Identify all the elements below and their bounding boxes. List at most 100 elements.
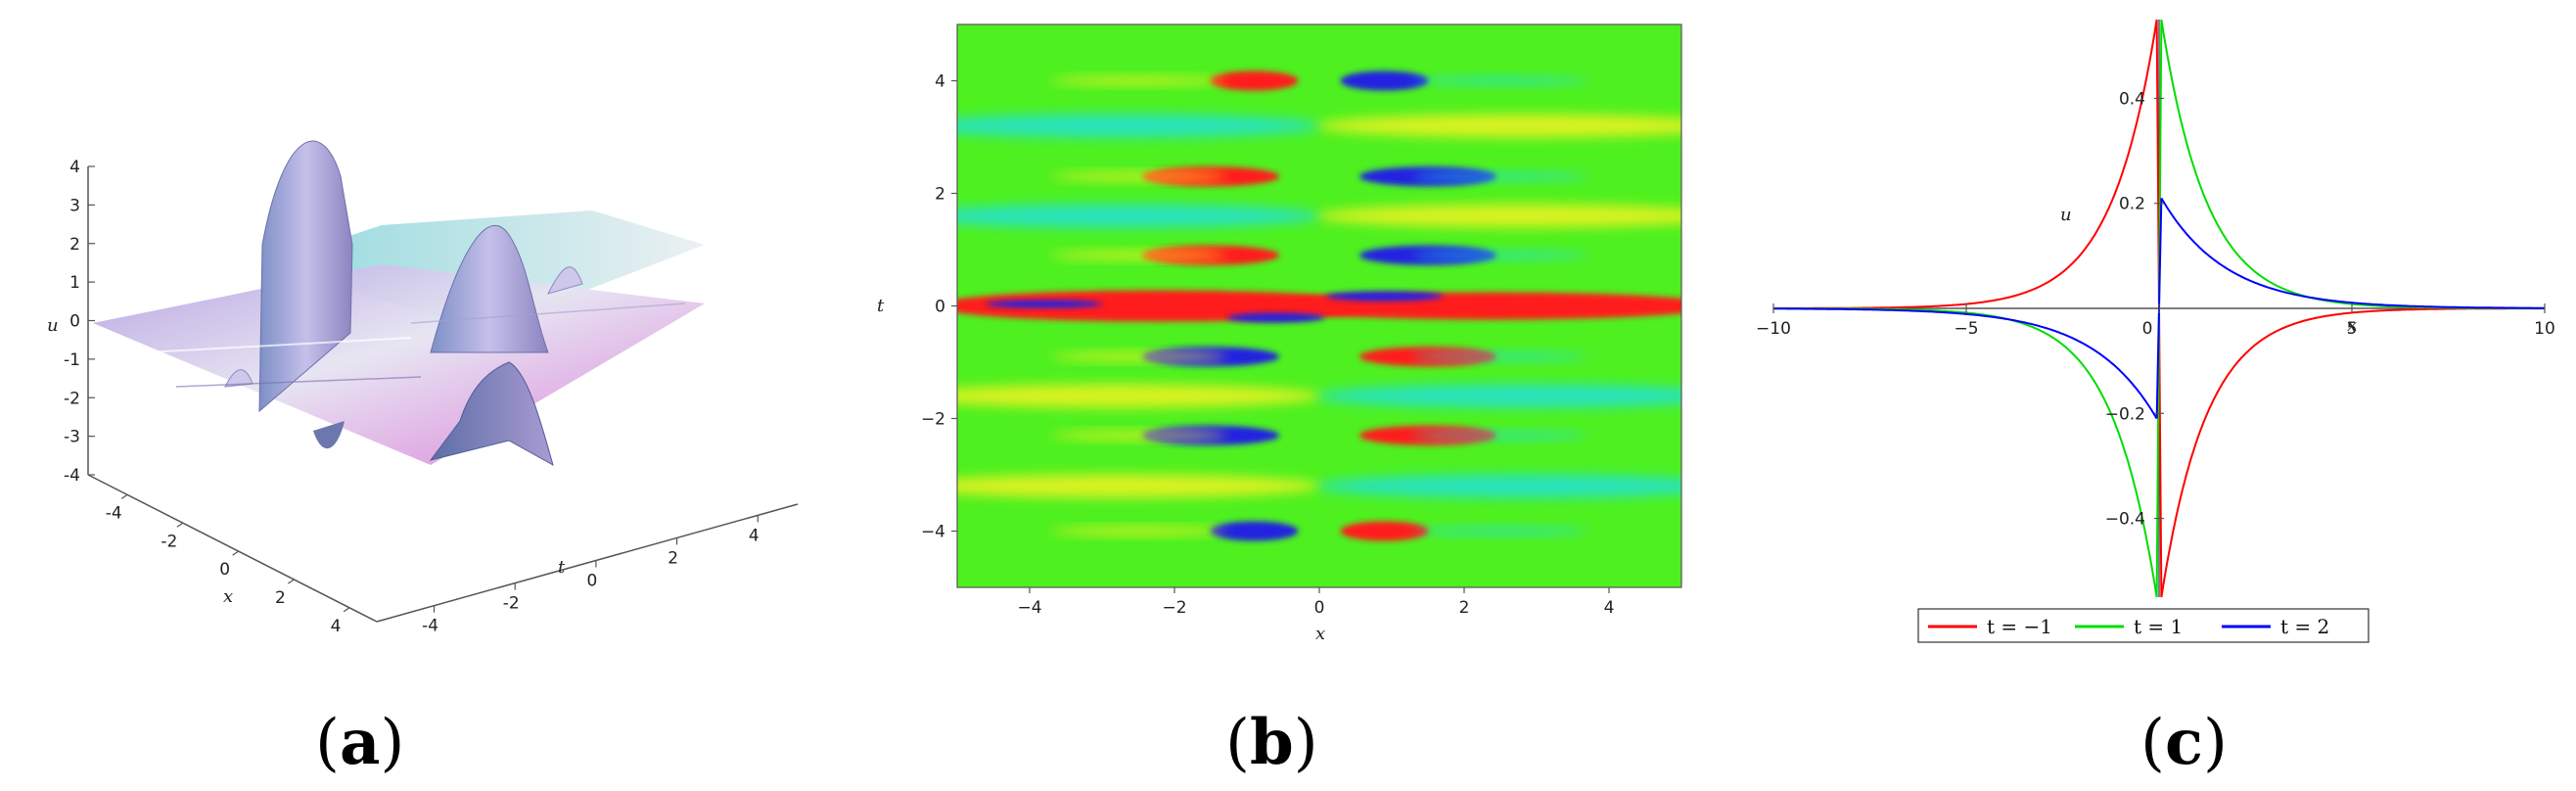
x-axis bbox=[87, 474, 378, 623]
series-line-1 bbox=[1773, 19, 2158, 309]
band-soft-right bbox=[1316, 114, 1681, 138]
x-tick-mark bbox=[343, 607, 350, 613]
y-axis-label: t bbox=[877, 296, 885, 316]
surface-base-sheet bbox=[93, 264, 705, 465]
band-center-edge bbox=[1325, 291, 1444, 302]
panel-label-c: (c) bbox=[2140, 706, 2228, 779]
surface-peak-main bbox=[258, 140, 353, 413]
series-line-3 bbox=[1773, 307, 2158, 420]
y-tick-label: −0.4 bbox=[2105, 510, 2145, 530]
t-tick-label: -4 bbox=[422, 617, 438, 636]
band-soft-right bbox=[1316, 474, 1681, 498]
z-tick-label: 0 bbox=[69, 312, 80, 332]
y-tick-label: 4 bbox=[935, 72, 945, 92]
t-axis bbox=[376, 503, 799, 623]
x-tick-label: 2 bbox=[275, 588, 286, 608]
x-tick-label: −10 bbox=[1756, 319, 1791, 339]
band-halo bbox=[1050, 430, 1226, 441]
band-soft-left bbox=[957, 384, 1322, 408]
surface-streak-3 bbox=[410, 302, 686, 324]
band-halo bbox=[1412, 351, 1588, 362]
band-center-edge bbox=[1226, 312, 1325, 323]
x-tick-label: 0 bbox=[1314, 598, 1325, 618]
x-axis-label: x bbox=[223, 586, 233, 607]
y-tick-label: 0.2 bbox=[2119, 195, 2145, 214]
heatmap-bands bbox=[957, 70, 1681, 541]
band-left-lobe bbox=[1210, 521, 1299, 541]
x-tick-label: -4 bbox=[106, 503, 122, 523]
x-tick-mark bbox=[176, 522, 184, 528]
band-halo bbox=[1412, 171, 1588, 182]
t-tick-label: -2 bbox=[503, 594, 520, 614]
x-tick-mark bbox=[288, 579, 295, 584]
panel-a: 4 3 2 1 0 -1 -2 -3 -4 u -4 -2 0 2 4 -4 -2 0 2 4 x t bbox=[47, 140, 799, 636]
x-tick-label: 0 bbox=[219, 560, 230, 580]
panel-c: −10 −5 0 5 10 0.4 0.2 −0.2 −0.4 x u t = −1 t = 1… bbox=[1756, 19, 2555, 643]
surface-streak-1 bbox=[146, 337, 412, 353]
surface-bump-1 bbox=[547, 266, 583, 295]
band-soft-left bbox=[957, 474, 1322, 498]
x-tick-mark bbox=[120, 493, 128, 499]
legend-label-1: t = −1 bbox=[1987, 615, 2052, 638]
x-tick-label: -2 bbox=[161, 532, 177, 551]
x-ticks: -4 -2 0 2 4 bbox=[106, 493, 350, 636]
y-axis-label: u bbox=[2060, 205, 2072, 225]
x-tick-label: 2 bbox=[1459, 598, 1470, 618]
band-halo bbox=[1412, 75, 1588, 86]
y-tick-label: −4 bbox=[921, 523, 945, 542]
band-halo bbox=[1050, 75, 1226, 86]
series-line-3 bbox=[2160, 197, 2545, 309]
x-tick-label: −5 bbox=[1954, 319, 1978, 339]
x-tick-label: 4 bbox=[1604, 598, 1615, 618]
t-ticks: -4 -2 0 2 4 bbox=[422, 515, 759, 636]
t-tick-label: 4 bbox=[749, 526, 759, 545]
band-halo bbox=[1412, 430, 1588, 441]
band-halo bbox=[1412, 250, 1588, 260]
t-axis-label: t bbox=[558, 557, 566, 578]
legend-label-2: t = 1 bbox=[2134, 615, 2183, 638]
band-soft-left bbox=[957, 204, 1322, 228]
panel-b: −4 −2 0 2 4 4 2 0 −2 −4 x t bbox=[877, 23, 1682, 644]
series-line-1 bbox=[2160, 307, 2545, 598]
band-halo bbox=[1050, 250, 1226, 260]
legend: t = −1 t = 1 t = 2 bbox=[1917, 608, 2369, 643]
band-center-edge bbox=[985, 300, 1103, 308]
z-tick-label: -3 bbox=[64, 428, 80, 447]
t-tick-label: 0 bbox=[587, 572, 598, 591]
x-tick-label: 0 bbox=[2142, 319, 2153, 339]
band-halo bbox=[1050, 526, 1226, 536]
band-soft-right bbox=[1316, 204, 1681, 228]
z-tick-label: -1 bbox=[64, 350, 80, 370]
y-tick-label: 0.4 bbox=[2119, 89, 2145, 109]
x-axis-label: x bbox=[2347, 315, 2357, 336]
x-tick-label: −4 bbox=[1017, 598, 1041, 618]
series-line-2 bbox=[2160, 19, 2545, 309]
z-tick-label: 3 bbox=[69, 196, 80, 215]
band-left-lobe bbox=[1210, 70, 1299, 91]
legend-box bbox=[1917, 608, 2369, 643]
x-tick-label: 10 bbox=[2534, 319, 2555, 339]
y-tick-label: 2 bbox=[935, 185, 945, 205]
x-ticks: −10 −5 0 5 10 bbox=[1756, 303, 2555, 339]
surface-trough-front bbox=[429, 361, 554, 467]
x-tick-label: 5 bbox=[2347, 319, 2358, 339]
surface-streak-2 bbox=[175, 376, 422, 388]
series-line-2 bbox=[1773, 307, 2158, 598]
z-tick-label: 1 bbox=[69, 273, 80, 293]
surface bbox=[93, 140, 705, 467]
y-tick-label: −0.2 bbox=[2105, 404, 2145, 424]
surface-peak-right bbox=[430, 224, 549, 353]
x-axis-label: x bbox=[1315, 624, 1325, 644]
band-soft-left bbox=[957, 114, 1322, 138]
y-tick-label: −2 bbox=[921, 410, 945, 430]
band-halo bbox=[1050, 351, 1226, 362]
t-tick-label: 2 bbox=[667, 548, 678, 568]
band-halo bbox=[1050, 171, 1226, 182]
surface-trough-left bbox=[313, 421, 345, 449]
panel-label-a: (a) bbox=[315, 706, 404, 779]
y-tick-label: 0 bbox=[935, 298, 945, 317]
x-ticks: −4 −2 0 2 4 bbox=[1017, 587, 1614, 618]
z-tick-label: 2 bbox=[69, 235, 80, 255]
panel-label-b: (b) bbox=[1225, 706, 1318, 779]
